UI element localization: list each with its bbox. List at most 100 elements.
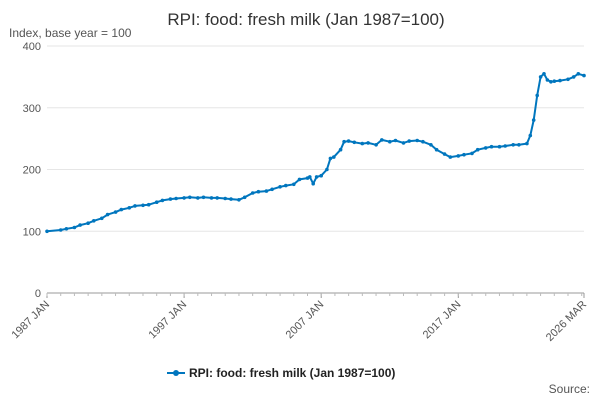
data-point[interactable] [462, 152, 466, 157]
data-point[interactable] [401, 141, 406, 145]
data-point[interactable] [325, 167, 329, 172]
data-point[interactable] [429, 143, 433, 147]
data-point[interactable] [242, 195, 247, 200]
data-point[interactable] [456, 154, 461, 158]
data-point[interactable] [278, 185, 282, 189]
data-point[interactable] [127, 206, 132, 210]
data-point[interactable] [421, 139, 425, 144]
data-point[interactable] [470, 151, 474, 156]
x-tick-label: 2026 MAR [544, 299, 589, 344]
data-point[interactable] [531, 118, 536, 122]
data-point[interactable] [407, 139, 412, 143]
data-point[interactable] [538, 75, 543, 79]
data-point[interactable] [576, 72, 581, 76]
data-point[interactable] [360, 141, 365, 146]
data-point[interactable] [489, 144, 494, 149]
data-point[interactable] [528, 133, 533, 138]
data-point[interactable] [374, 143, 378, 147]
data-point[interactable] [393, 138, 398, 143]
data-point[interactable] [535, 93, 539, 98]
data-point[interactable] [483, 146, 488, 150]
data-point[interactable] [284, 183, 288, 188]
data-point[interactable] [297, 177, 302, 182]
data-point[interactable] [352, 140, 357, 145]
x-tick-label: 2017 JAN [421, 299, 464, 342]
data-point[interactable] [342, 139, 346, 144]
data-point[interactable] [545, 78, 550, 82]
data-point[interactable] [78, 223, 82, 227]
data-point[interactable] [338, 147, 343, 152]
x-tick-label: 1997 JAN [147, 299, 190, 342]
data-point[interactable] [308, 175, 312, 179]
data-point[interactable] [182, 196, 186, 200]
data-point[interactable] [215, 196, 219, 200]
data-point[interactable] [328, 156, 333, 161]
gridlines [47, 45, 584, 232]
data-point[interactable] [209, 196, 214, 200]
data-point[interactable] [100, 216, 104, 221]
data-point[interactable] [45, 229, 49, 234]
data-point[interactable] [264, 189, 269, 193]
data-point[interactable] [511, 143, 515, 147]
data-point[interactable] [558, 78, 562, 83]
data-point[interactable] [237, 198, 241, 202]
data-point[interactable] [146, 202, 151, 207]
data-point[interactable] [196, 196, 200, 200]
data-point[interactable] [542, 72, 546, 76]
data-point[interactable] [141, 203, 145, 208]
data-point[interactable] [388, 139, 392, 144]
data-point[interactable] [571, 75, 576, 79]
data-point[interactable] [160, 198, 165, 203]
data-point[interactable] [314, 175, 319, 179]
source-label[interactable]: Source: [549, 382, 590, 396]
y-tick-label: 400 [23, 41, 41, 53]
data-point[interactable] [366, 141, 370, 145]
data-point[interactable] [503, 144, 508, 148]
y-tick-label: 0 [35, 288, 41, 300]
data-point[interactable] [517, 143, 521, 147]
data-point[interactable] [380, 138, 384, 142]
data-point[interactable] [154, 200, 159, 204]
x-axis: 1987 JAN 1997 JAN 2007 JAN 2017 JAN 2026 MAR [9, 292, 589, 344]
data-point[interactable] [311, 181, 316, 186]
data-point[interactable] [133, 204, 137, 208]
data-point[interactable] [105, 212, 110, 217]
data-point[interactable] [332, 155, 336, 159]
data-point[interactable] [256, 189, 261, 194]
data-point[interactable] [113, 210, 118, 214]
data-point[interactable] [525, 141, 529, 146]
data-point[interactable] [188, 195, 192, 200]
data-point[interactable] [442, 152, 447, 156]
data-point[interactable] [86, 221, 90, 225]
data-point[interactable] [582, 73, 586, 78]
data-point[interactable] [72, 225, 77, 230]
data-point[interactable] [223, 196, 227, 201]
y-axis: 0 100 200 300 400 [23, 41, 41, 300]
data-point[interactable] [549, 80, 553, 84]
data-point[interactable] [58, 228, 63, 232]
data-point[interactable] [270, 187, 274, 192]
data-point[interactable] [346, 139, 351, 143]
data-point[interactable] [415, 138, 420, 143]
data-point[interactable] [497, 144, 502, 149]
data-point[interactable] [229, 197, 233, 201]
data-point[interactable] [250, 191, 255, 195]
series-group [45, 72, 586, 234]
data-point[interactable] [168, 197, 173, 201]
data-point[interactable] [552, 79, 557, 83]
legend-label: RPI: food: fresh milk (Jan 1987=100) [189, 366, 395, 380]
y-tick-label: 100 [23, 226, 41, 238]
data-point[interactable] [201, 195, 206, 200]
data-point[interactable] [434, 147, 439, 152]
data-point[interactable] [475, 147, 480, 152]
data-point[interactable] [448, 155, 453, 159]
data-point[interactable] [566, 77, 570, 82]
data-point[interactable] [292, 182, 296, 187]
legend[interactable]: RPI: food: fresh milk (Jan 1987=100) [167, 366, 395, 380]
y-tick-label: 300 [23, 103, 41, 115]
data-point[interactable] [64, 227, 69, 231]
data-point[interactable] [319, 173, 324, 178]
data-point[interactable] [92, 219, 96, 223]
data-point[interactable] [174, 196, 178, 201]
data-point[interactable] [119, 207, 124, 212]
